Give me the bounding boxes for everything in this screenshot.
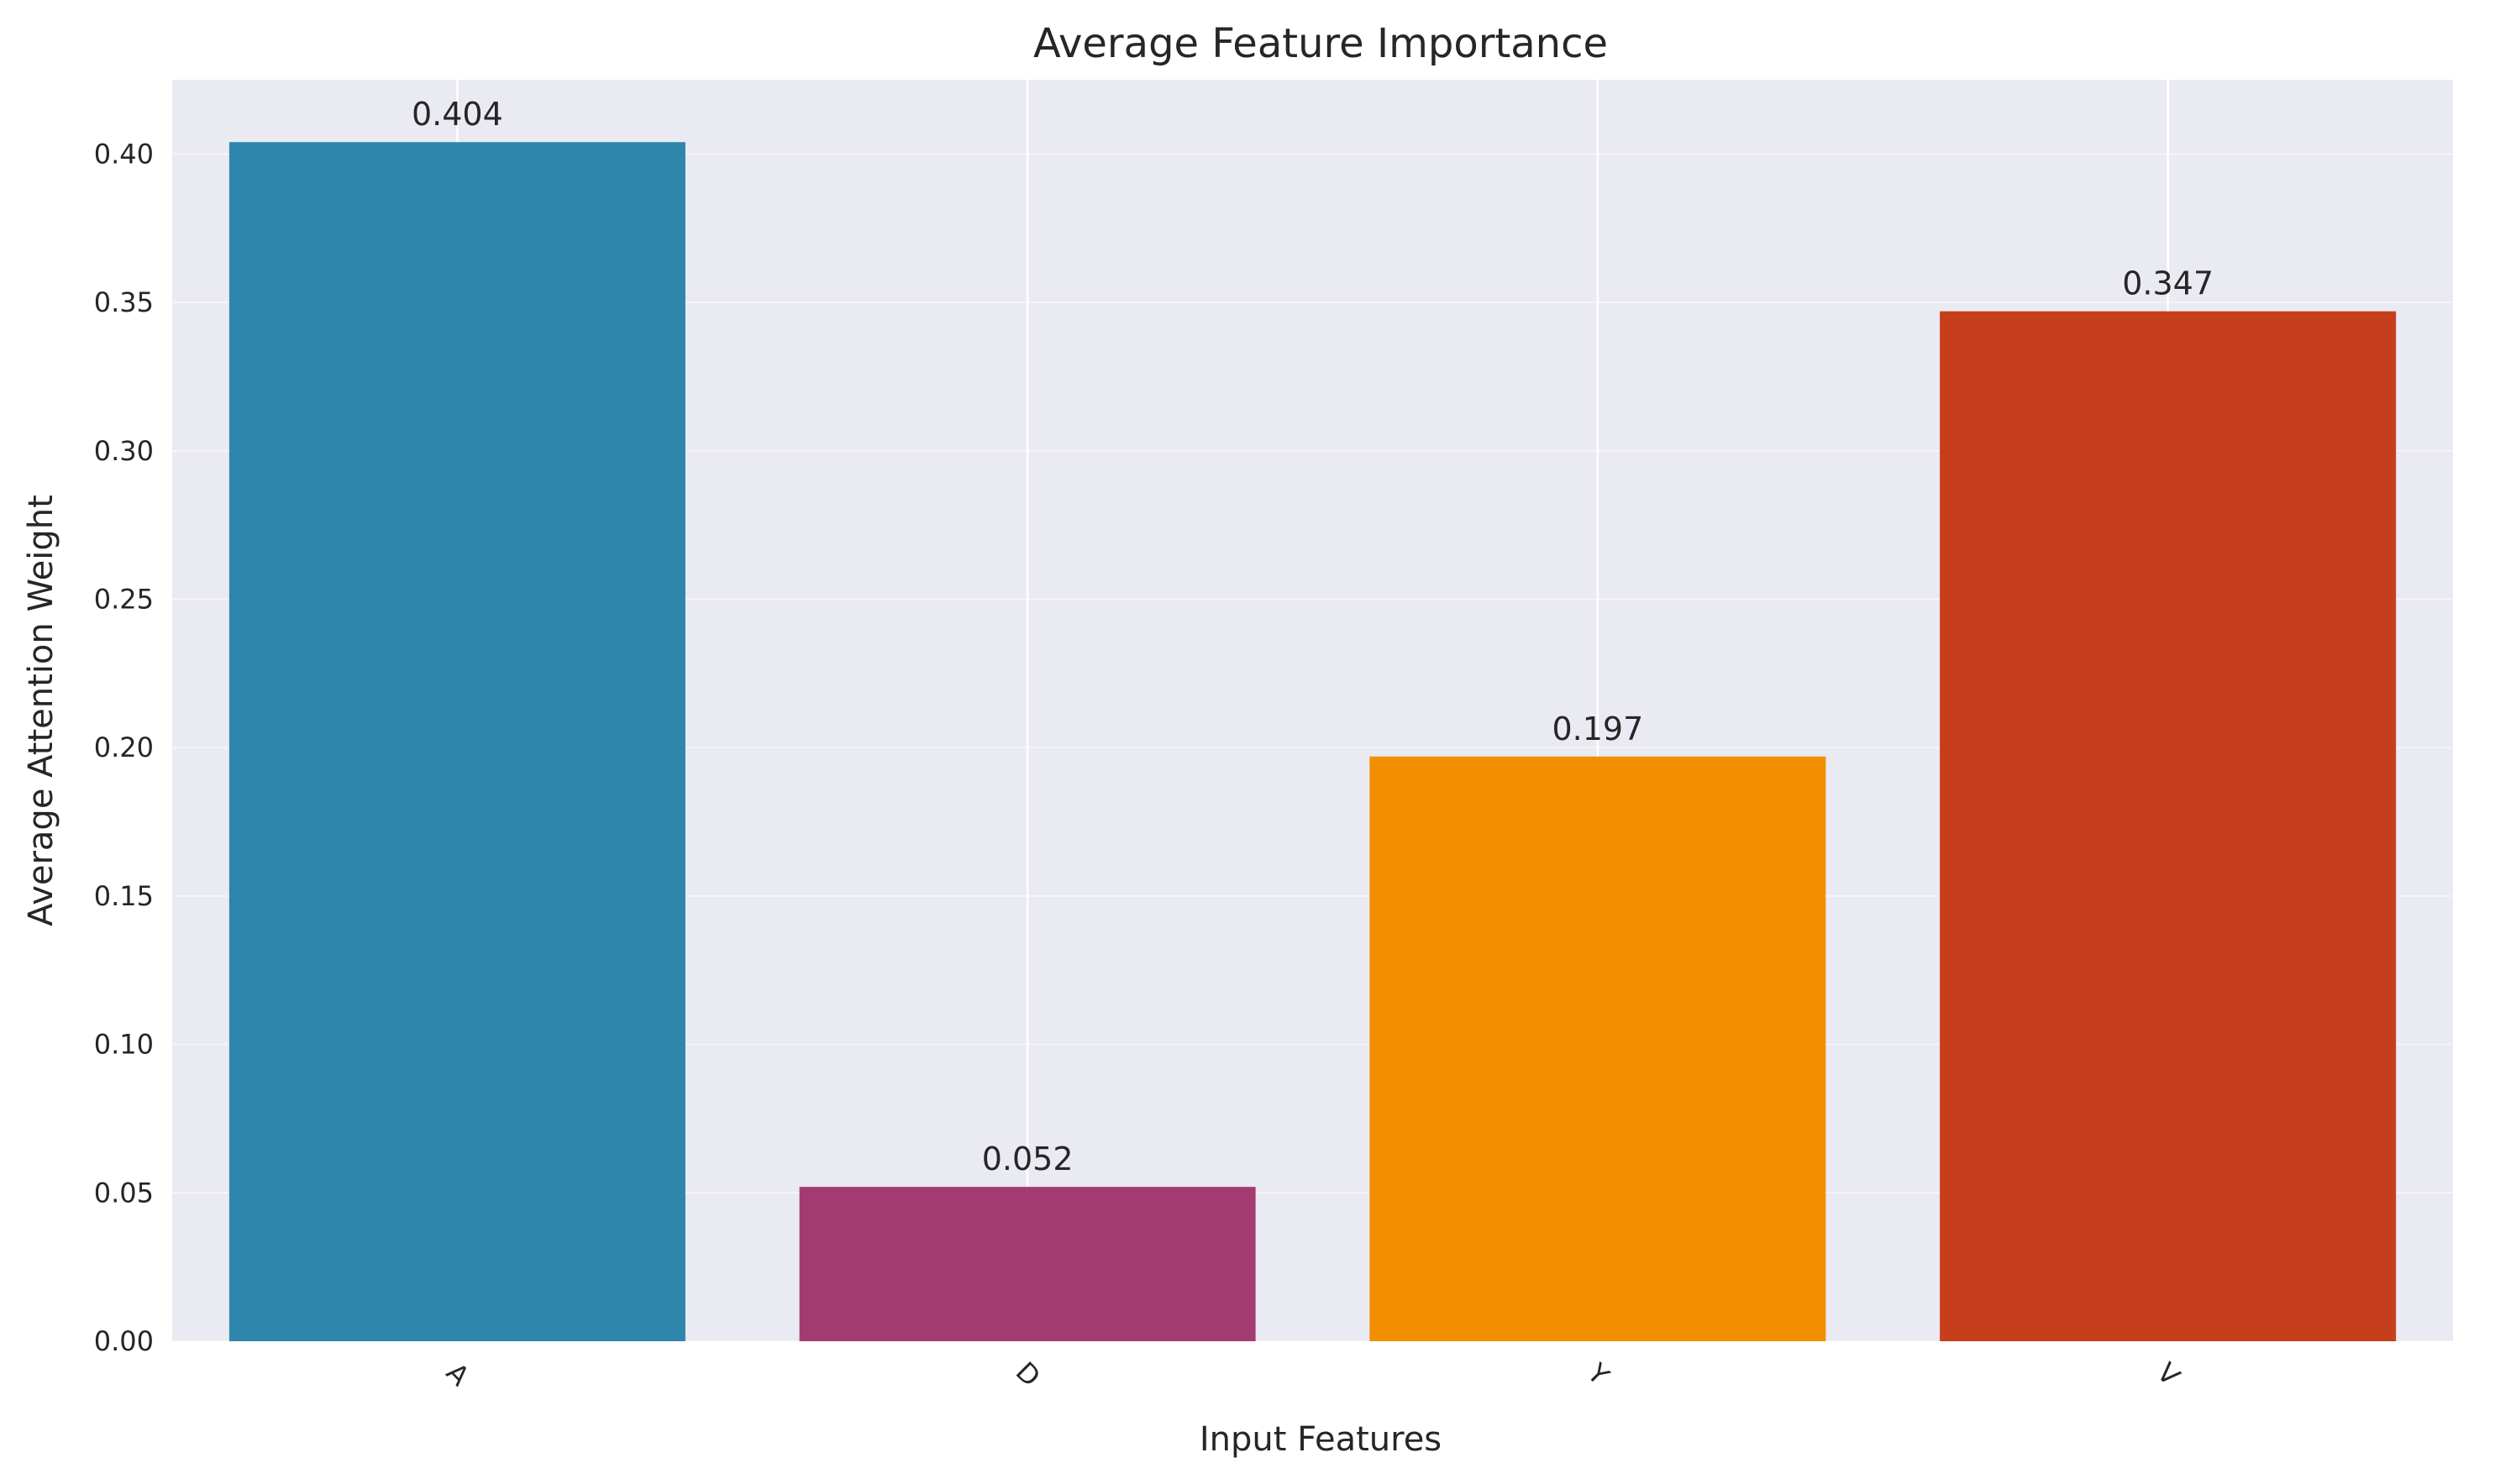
bar-V: [1940, 311, 2397, 1342]
data-labels: 0.404 0.052 0.197 0.347: [412, 96, 2214, 1177]
data-label: 0.197: [1552, 711, 1643, 747]
y-tick-label: 0.10: [94, 1029, 154, 1061]
y-tick-label: 0.30: [94, 435, 154, 467]
bars: [228, 142, 2397, 1342]
bar-A: [228, 142, 685, 1342]
x-tick-label: Y: [1581, 1356, 1616, 1392]
y-tick-label: 0.40: [94, 138, 154, 170]
y-tick-label: 0.25: [94, 583, 154, 615]
x-tick-label: D: [1010, 1356, 1047, 1392]
chart-title: Average Feature Importance: [1033, 20, 1608, 67]
data-label: 0.347: [2122, 265, 2214, 302]
y-tick-labels: 0.00 0.05 0.10 0.15 0.20 0.25 0.30 0.35 0.40: [94, 138, 154, 1357]
y-tick-label: 0.00: [94, 1325, 154, 1357]
data-label: 0.052: [982, 1141, 1074, 1177]
x-axis-label: Input Features: [1200, 1420, 1442, 1459]
y-axis-label: Average Attention Weight: [22, 495, 60, 926]
y-tick-label: 0.35: [94, 286, 154, 318]
y-tick-label: 0.15: [94, 880, 154, 912]
y-tick-label: 0.05: [94, 1177, 154, 1209]
x-tick-label: A: [440, 1356, 475, 1392]
bar-D: [799, 1187, 1256, 1341]
data-label: 0.404: [412, 96, 503, 133]
bar-Y: [1369, 756, 1826, 1341]
x-tick-label: V: [2151, 1356, 2186, 1392]
y-tick-label: 0.20: [94, 732, 154, 763]
